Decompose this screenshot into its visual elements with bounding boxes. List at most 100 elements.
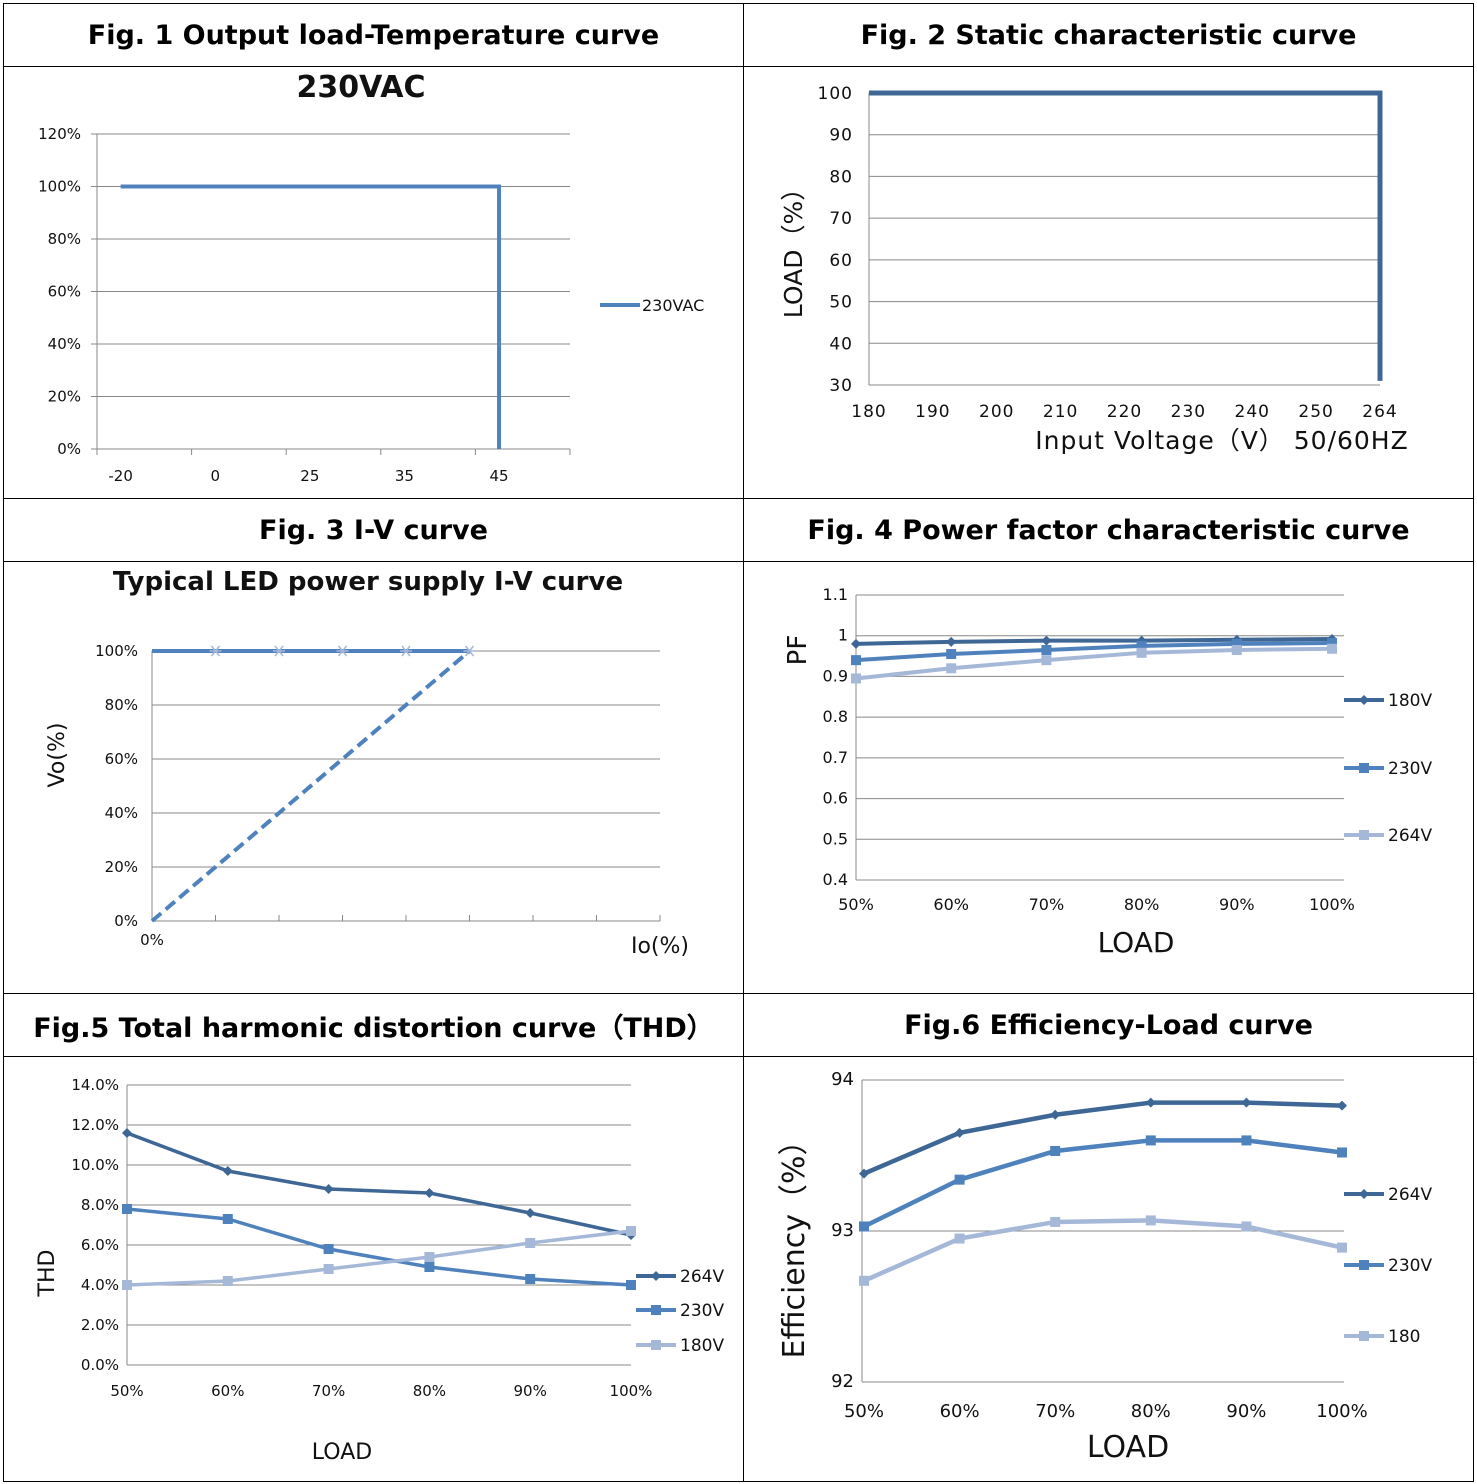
fig2-xtick-label: 200	[979, 402, 1014, 422]
fig3-series-line-dashed	[150, 649, 471, 923]
fig5-point-230V	[626, 1280, 636, 1290]
fig6-xtick-label: 80%	[1131, 1401, 1171, 1422]
fig1-svg: 230VAC 0% 20% 40% 60% 80% 100% 120% -20 0 25 35 45 23…	[38, 70, 704, 485]
fig1-ytick-label: 100%	[38, 178, 81, 196]
fig4-point-180V	[1041, 635, 1052, 646]
fig4-point-230V	[851, 655, 861, 666]
fig4-ytick-label: 1	[838, 626, 848, 645]
fig6-legend-marker-230V	[1359, 1260, 1369, 1270]
fig6-point-264V	[1337, 1100, 1347, 1111]
fig4-point-180V	[946, 636, 957, 647]
fig5-point-180V	[525, 1238, 536, 1248]
fig5-point-230V	[424, 1262, 435, 1272]
fig1-xtick-label: -20	[108, 467, 133, 485]
fig6-point-230V	[1145, 1135, 1156, 1146]
fig5-series-line-180V	[126, 1229, 632, 1287]
fig6-point-264V	[954, 1127, 965, 1138]
fig5-legend-marker-264V	[651, 1271, 661, 1281]
fig2-xtick-label: 190	[915, 402, 950, 422]
fig5-ytick-label: 4.0%	[81, 1276, 119, 1294]
fig6-point-180	[1050, 1216, 1061, 1227]
fig6-legend-label-230V: 230V	[1388, 1256, 1432, 1276]
fig4-point-230V	[1041, 644, 1052, 655]
fig4-series-line-230V	[855, 641, 1333, 663]
fig2-xtick-label: 220	[1107, 402, 1142, 422]
fig4-xtick-label: 60%	[933, 895, 969, 914]
fig1-header: Fig. 1 Output load-Temperature curve	[4, 4, 744, 67]
fig5-legend-label-230V: 230V	[680, 1301, 724, 1321]
figure-grid: Fig. 1 Output load-Temperature curve Fig…	[3, 3, 1474, 1482]
fig5-legend-marker-230V	[651, 1305, 661, 1315]
fig2-svg: 30 40 50 60 70 80 90 100 180 190 200 210 220 230 240 25…	[779, 84, 1408, 455]
fig4-xtick-label: 80%	[1124, 895, 1160, 914]
fig4-point-264V	[851, 673, 861, 684]
fig4-xtick-label: 100%	[1309, 895, 1355, 914]
fig5-point-180V	[323, 1264, 334, 1274]
fig3-ytick-label: 40%	[105, 804, 138, 822]
fig2-ytick-label: 70	[829, 209, 853, 229]
fig5-legend-marker-180V	[651, 1340, 661, 1350]
fig5-point-230V	[222, 1214, 233, 1224]
fig3-star-marker	[400, 645, 412, 657]
fig5-ytick-label: 8.0%	[81, 1196, 119, 1214]
fig2-y-title: LOAD（%）	[779, 176, 808, 318]
fig4-ytick-label: 0.7	[823, 748, 848, 767]
fig4-plot-cell: 0.4 0.5 0.6 0.7 0.8 0.9 1 1.1 50% 60% 70% 80% 90% 100…	[744, 562, 1473, 994]
fig1-ytick-label: 60%	[48, 283, 81, 301]
fig5-legend-label-264V: 264V	[680, 1267, 724, 1287]
fig6-xtick-label: 90%	[1226, 1401, 1266, 1422]
fig5-xtick-label: 80%	[413, 1382, 446, 1400]
fig4-ytick-label: 1.1	[823, 585, 848, 604]
fig5-ytick-label: 6.0%	[81, 1236, 119, 1254]
fig4-point-264V	[1041, 655, 1052, 666]
fig5-series-line-264V	[126, 1131, 632, 1237]
fig6-point-230V	[1337, 1147, 1347, 1158]
fig4-legend-marker-230V	[1359, 763, 1369, 773]
fig6-legend-marker-264V	[1359, 1189, 1369, 1199]
fig5-xtick-label: 60%	[211, 1382, 244, 1400]
fig4-xtick-label: 90%	[1219, 895, 1255, 914]
fig6-legend-marker-180	[1359, 1331, 1369, 1341]
fig4-point-264V	[1327, 643, 1337, 654]
fig6-point-230V	[859, 1221, 869, 1232]
fig6-point-180	[859, 1275, 869, 1286]
fig1-xtick-label: 35	[395, 467, 414, 485]
fig2-ytick-label: 100	[818, 84, 853, 104]
fig3-star-marker	[463, 645, 476, 657]
fig4-xtick-label: 50%	[838, 895, 874, 914]
fig6-header-text: Fig.6 Efficiency-Load curve	[904, 1009, 1313, 1041]
fig5-plot-cell: 0.0% 2.0% 4.0% 6.0% 8.0% 10.0% 12.0% 14.0% 50% 60…	[4, 1057, 744, 1481]
fig6-ytick-label: 92	[831, 1371, 854, 1392]
fig5-ytick-label: 12.0%	[71, 1116, 119, 1134]
fig4-ytick-label: 0.4	[823, 870, 848, 889]
fig6-point-264V	[1145, 1097, 1156, 1108]
fig3-x-title: Io(%)	[631, 934, 689, 959]
fig5-point-180V	[626, 1226, 636, 1236]
fig1-header-text: Fig. 1 Output load-Temperature curve	[87, 19, 660, 51]
fig2-xtick-label: 250	[1298, 402, 1333, 422]
fig5-point-230V	[525, 1274, 536, 1284]
fig6-point-230V	[1241, 1135, 1252, 1146]
fig3-ytick-label: 80%	[105, 696, 138, 714]
fig6-point-180	[1241, 1221, 1252, 1232]
fig1-legend-label: 230VAC	[642, 296, 704, 315]
fig2-xtick-label: 264	[1362, 402, 1397, 422]
fig2-xtick-label: 180	[851, 402, 886, 422]
fig6-xtick-label: 70%	[1035, 1401, 1075, 1422]
fig4-point-264V	[1231, 644, 1242, 655]
fig2-ytick-label: 30	[829, 376, 853, 396]
fig6-series-line-230V	[863, 1138, 1343, 1229]
fig5-point-264V	[424, 1188, 435, 1198]
fig5-ytick-label: 0.0%	[81, 1356, 119, 1374]
fig5-point-264V	[122, 1128, 132, 1138]
fig6-ytick-label: 94	[831, 1069, 854, 1090]
fig4-point-230V	[1136, 640, 1147, 651]
fig6-series-line-264V	[863, 1100, 1343, 1176]
fig4-point-230V	[1327, 638, 1337, 649]
fig4-ytick-label: 0.8	[823, 707, 848, 726]
fig4-point-230V	[946, 649, 957, 660]
fig2-ytick-label: 80	[829, 167, 853, 187]
fig4-ytick-label: 0.6	[823, 789, 848, 808]
fig6-xtick-label: 50%	[844, 1401, 884, 1422]
fig2-xtick-label: 240	[1235, 402, 1270, 422]
